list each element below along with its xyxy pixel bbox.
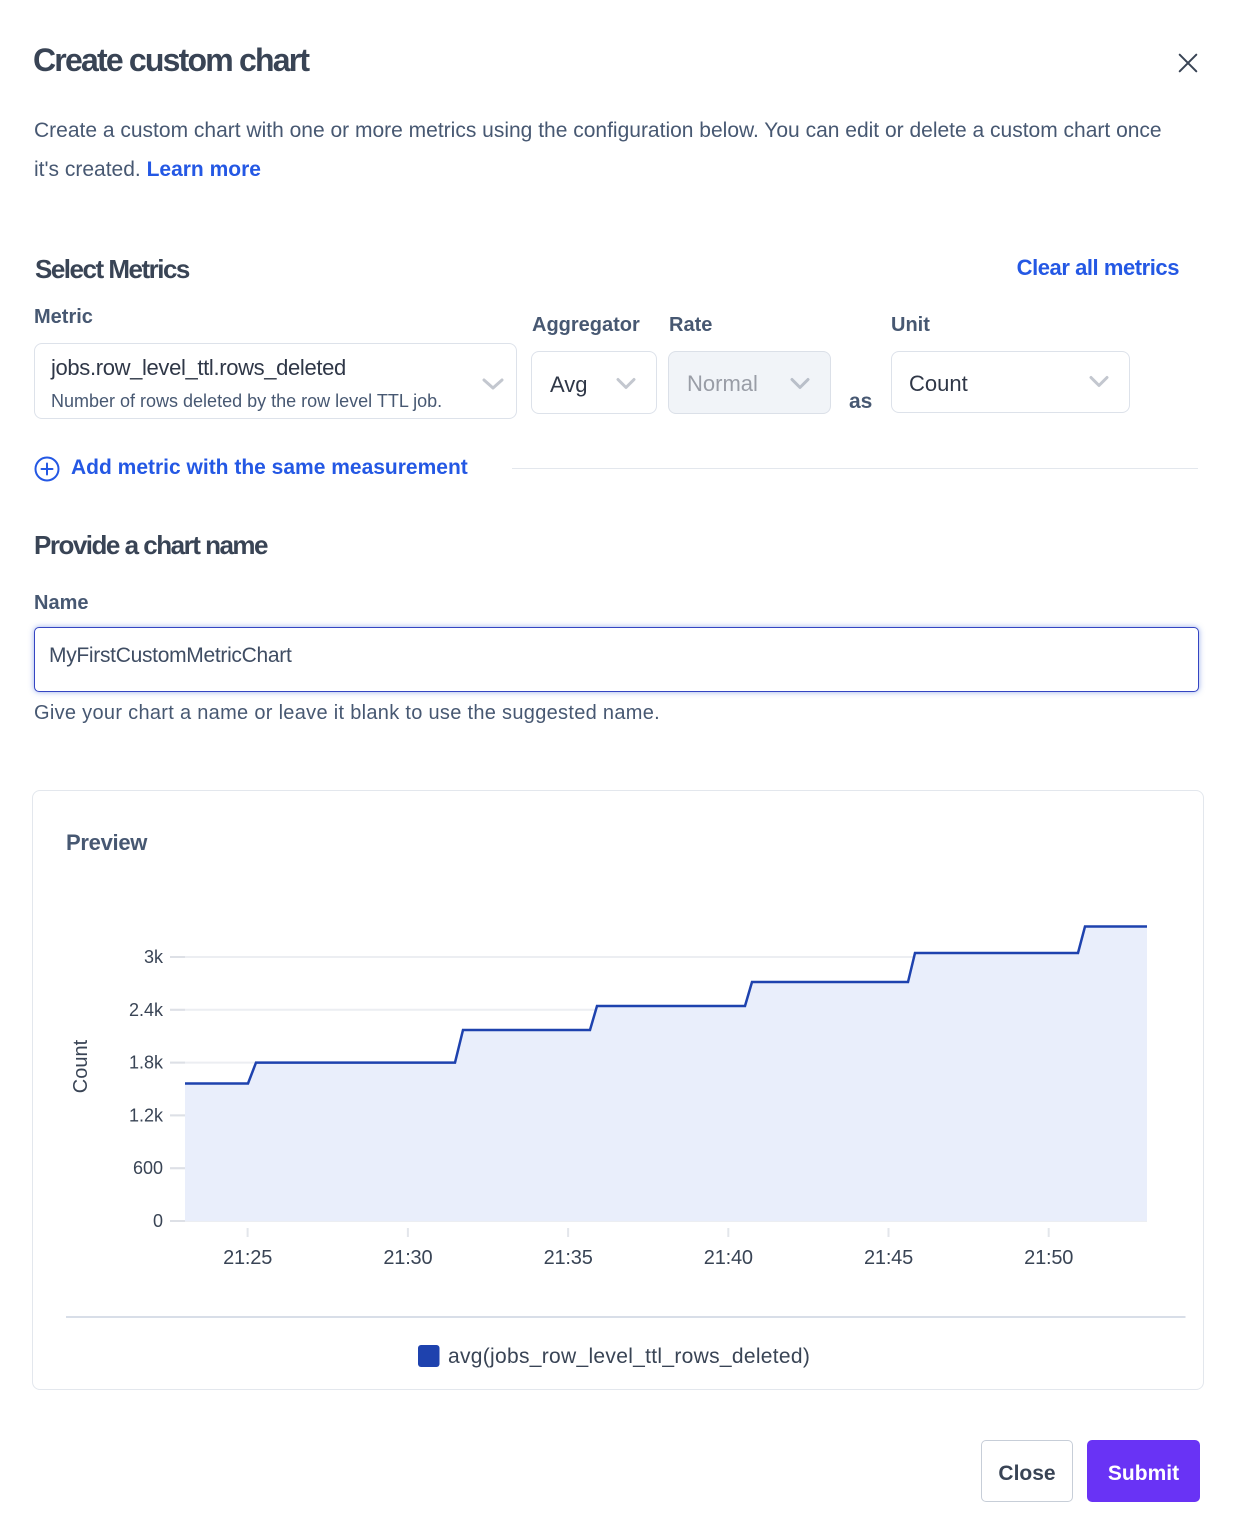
svg-text:21:40: 21:40 <box>704 1247 753 1269</box>
svg-text:Count: Count <box>70 1039 92 1093</box>
svg-text:3k: 3k <box>144 947 164 967</box>
svg-text:21:45: 21:45 <box>864 1247 913 1269</box>
svg-text:1.2k: 1.2k <box>129 1105 164 1125</box>
svg-text:21:50: 21:50 <box>1024 1247 1073 1269</box>
svg-text:avg(jobs_row_level_ttl_rows_de: avg(jobs_row_level_ttl_rows_deleted) <box>448 1345 810 1368</box>
svg-text:0: 0 <box>153 1211 163 1231</box>
svg-text:600: 600 <box>133 1158 163 1178</box>
svg-text:21:25: 21:25 <box>223 1247 272 1269</box>
svg-text:21:35: 21:35 <box>544 1247 593 1269</box>
svg-text:21:30: 21:30 <box>383 1247 432 1269</box>
svg-text:1.8k: 1.8k <box>129 1053 164 1073</box>
svg-text:2.4k: 2.4k <box>129 1000 164 1020</box>
